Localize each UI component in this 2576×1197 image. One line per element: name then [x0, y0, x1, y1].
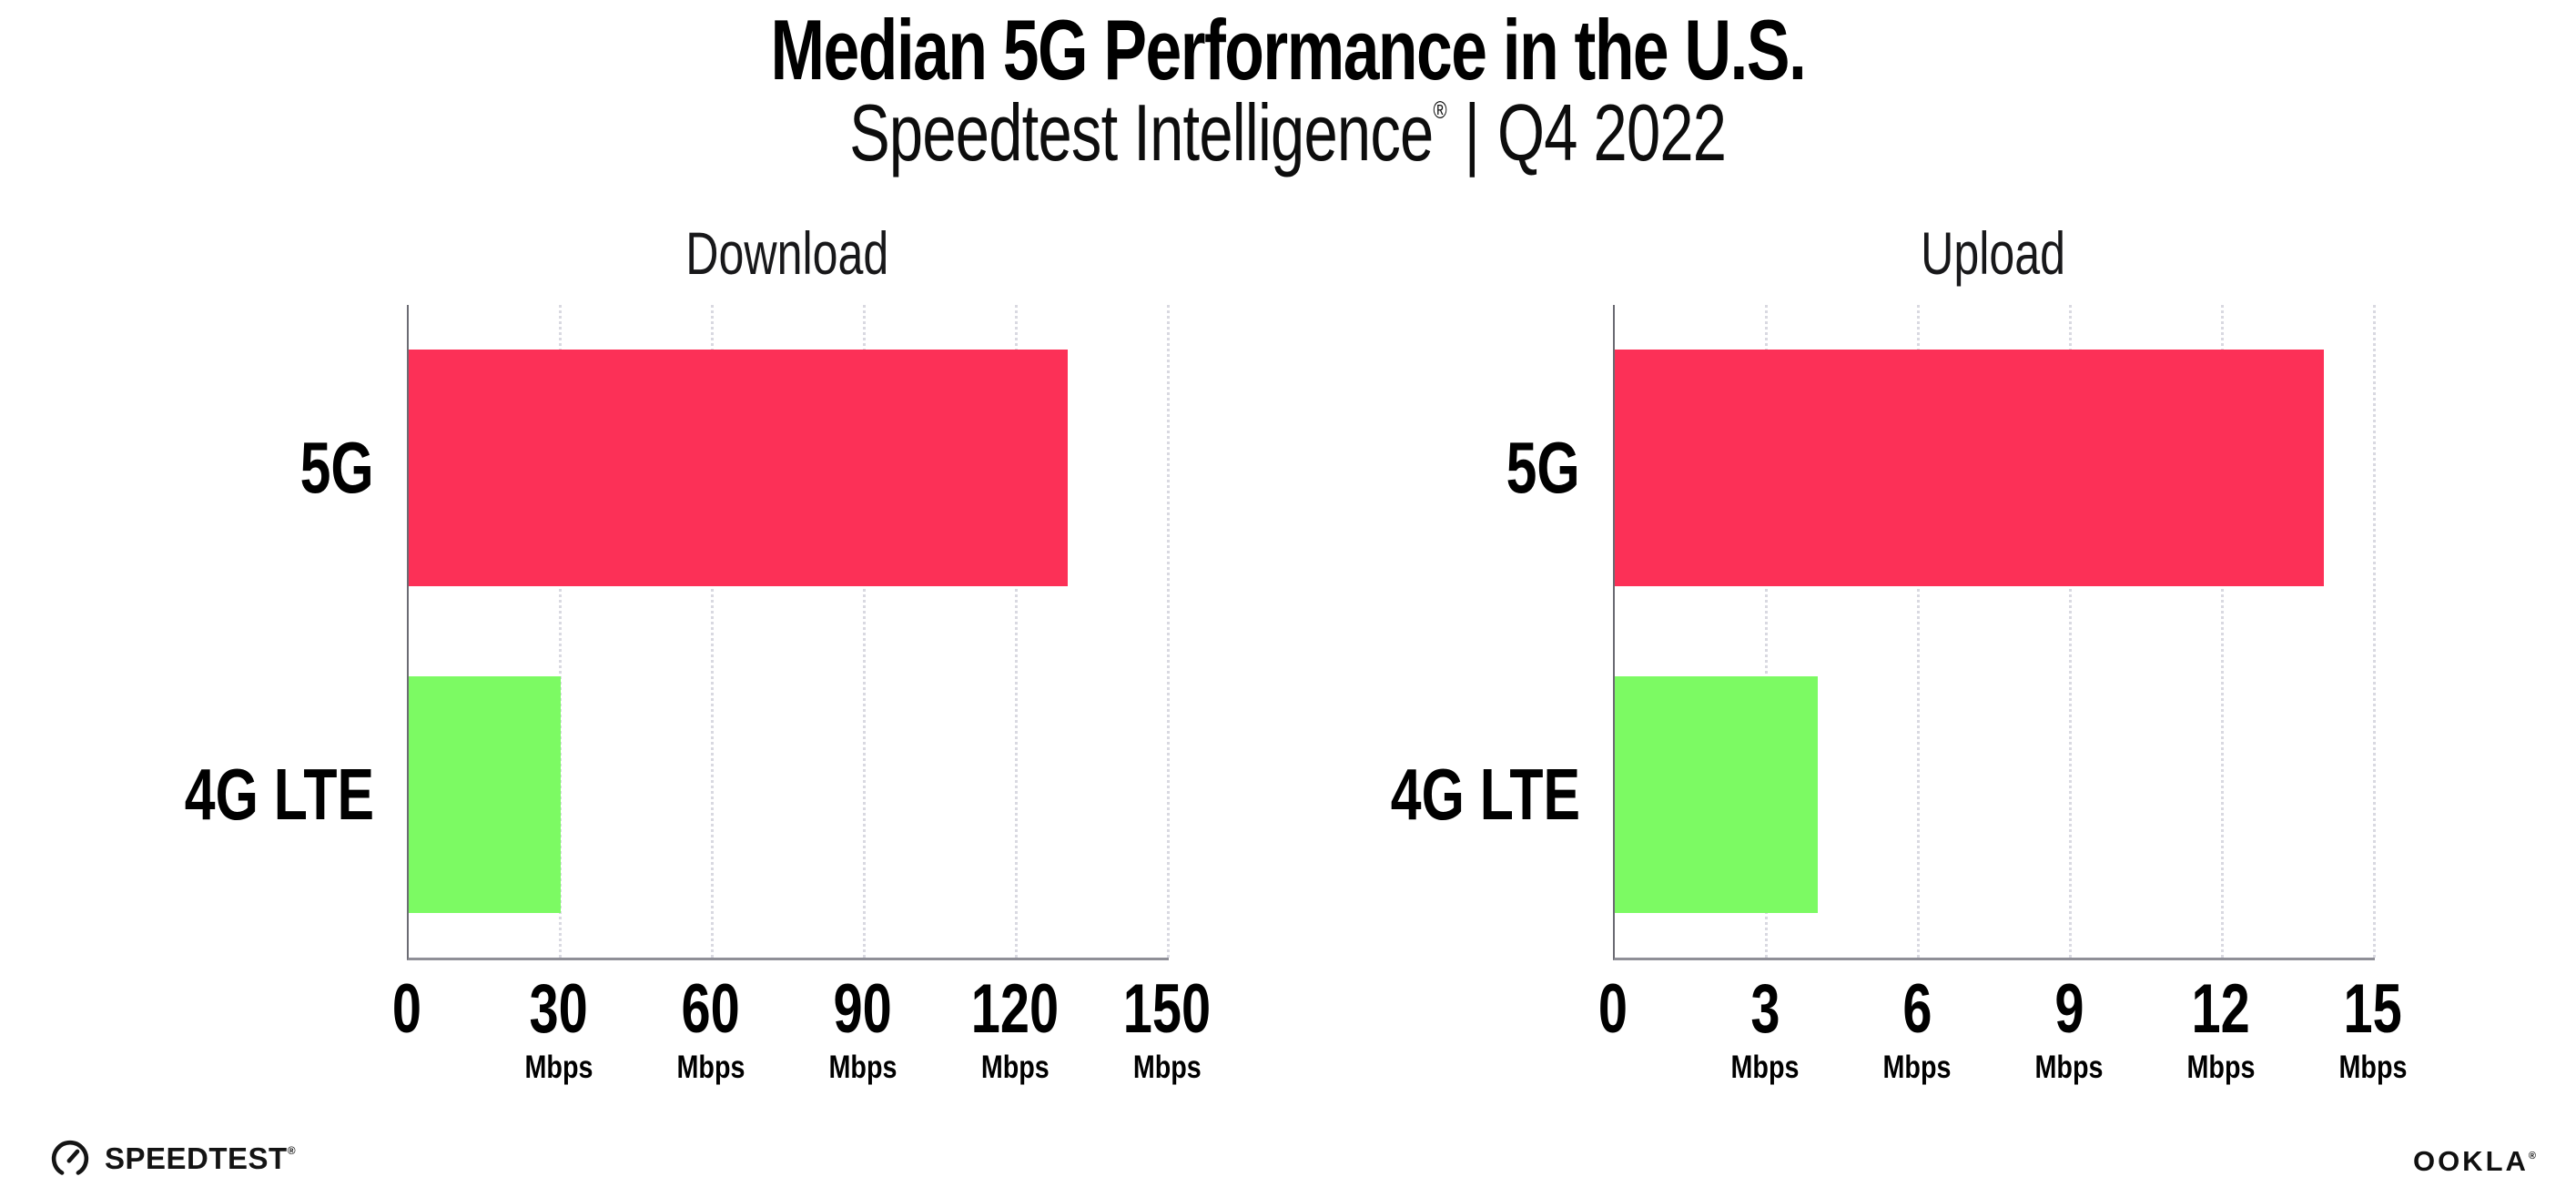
x-tick-value: 9 — [2054, 970, 2084, 1048]
x-tick-3: 3 Mbps — [1723, 969, 1806, 1086]
speedtest-logo: SPEEDTEST® — [49, 1134, 296, 1183]
x-tick-15: 15 Mbps — [2331, 969, 2414, 1086]
gridline-150 — [1167, 305, 1170, 958]
speedtest-registered-mark: ® — [287, 1144, 296, 1157]
x-tick-90: 90 Mbps — [821, 969, 904, 1086]
x-tick-unit: Mbps — [2186, 1050, 2256, 1085]
x-tick-unit: Mbps — [1132, 1050, 1202, 1085]
x-tick-6: 6 Mbps — [1875, 969, 1958, 1086]
download-plot-area — [407, 305, 1170, 960]
gridline-15 — [2373, 305, 2376, 958]
category-label-5g: 5G — [299, 427, 374, 508]
x-tick-value: 0 — [1597, 970, 1628, 1048]
upload-plot-area — [1613, 305, 2376, 960]
x-tick-unit: Mbps — [676, 1050, 745, 1085]
gridline-6 — [1917, 305, 1920, 958]
download-chart-title: Download — [685, 219, 889, 287]
x-tick-unit: Mbps — [2034, 1050, 2104, 1085]
x-tick-value: 6 — [1902, 970, 1932, 1048]
gridline-9 — [2069, 305, 2072, 958]
x-tick-value: 120 — [970, 970, 1060, 1048]
gridline-12 — [2221, 305, 2224, 958]
page-subtitle: Speedtest Intelligence® | Q4 2022 — [0, 93, 2576, 173]
x-tick-unit: Mbps — [2338, 1050, 2408, 1085]
ookla-logo: OOKLA® — [2413, 1145, 2536, 1178]
x-tick-value: 30 — [529, 970, 589, 1048]
gridline-60 — [711, 305, 714, 958]
bar-5g — [1615, 350, 2325, 586]
bar-4g-lte — [409, 676, 561, 913]
gridline-90 — [863, 305, 866, 958]
gridline-120 — [1015, 305, 1018, 958]
x-tick-60: 60 Mbps — [669, 969, 752, 1086]
x-tick-150: 150 Mbps — [1110, 969, 1225, 1086]
category-label-4g-lte: 4G LTE — [184, 754, 374, 835]
speedtest-wordmark: SPEEDTEST® — [105, 1141, 296, 1175]
category-label-4g-lte: 4G LTE — [1390, 754, 1580, 835]
x-tick-unit: Mbps — [524, 1050, 593, 1085]
x-tick-value: 12 — [2191, 970, 2251, 1048]
download-chart: Download 5G 4G LTE 0 30 Mbps 60 Mbps 90 Mbps 120… — [185, 223, 1212, 1085]
x-tick-value: 150 — [1122, 970, 1212, 1048]
subtitle-divider: | — [1464, 87, 1480, 178]
download-x-axis: 0 30 Mbps 60 Mbps 90 Mbps 120 Mbps 150 Mbps — [392, 969, 1211, 1133]
x-tick-0: 0 — [1594, 969, 1632, 1050]
registered-mark: ® — [1433, 96, 1447, 124]
x-tick-30: 30 Mbps — [517, 969, 600, 1086]
upload-x-axis: 0 3 Mbps 6 Mbps 9 Mbps 12 Mbps 15 Mbps — [1598, 969, 2408, 1133]
ookla-registered-mark: ® — [2528, 1151, 2536, 1161]
bar-4g-lte — [1615, 676, 1818, 913]
bar-5g — [409, 350, 1068, 586]
ookla-wordmark: OOKLA® — [2412, 1145, 2536, 1177]
upload-chart-title: Upload — [1921, 219, 2065, 287]
x-tick-value: 3 — [1749, 970, 1780, 1048]
x-tick-0: 0 — [388, 969, 426, 1050]
x-tick-unit: Mbps — [1730, 1050, 1800, 1085]
subtitle-period: Q4 2022 — [1497, 87, 1727, 178]
x-tick-12: 12 Mbps — [2179, 969, 2262, 1086]
gridline-3 — [1765, 305, 1768, 958]
x-tick-unit: Mbps — [980, 1050, 1050, 1085]
upload-chart: Upload 5G 4G LTE 0 3 Mbps 6 Mbps 9 Mbps 12 Mbps 15… — [1391, 223, 2408, 1085]
x-tick-value: 90 — [833, 970, 893, 1048]
x-tick-value: 0 — [391, 970, 422, 1048]
x-tick-unit: Mbps — [1882, 1050, 1952, 1085]
speedtest-gauge-icon — [49, 1138, 91, 1180]
page-title: Median 5G Performance in the U.S. — [770, 2, 1807, 97]
gridline-30 — [559, 305, 562, 958]
x-tick-value: 60 — [681, 970, 741, 1048]
category-label-5g: 5G — [1506, 427, 1580, 508]
x-tick-unit: Mbps — [828, 1050, 898, 1085]
x-tick-value: 15 — [2343, 970, 2403, 1048]
subtitle-product: Speedtest Intelligence — [849, 87, 1434, 178]
x-tick-9: 9 Mbps — [2027, 969, 2110, 1086]
x-tick-120: 120 Mbps — [958, 969, 1073, 1086]
